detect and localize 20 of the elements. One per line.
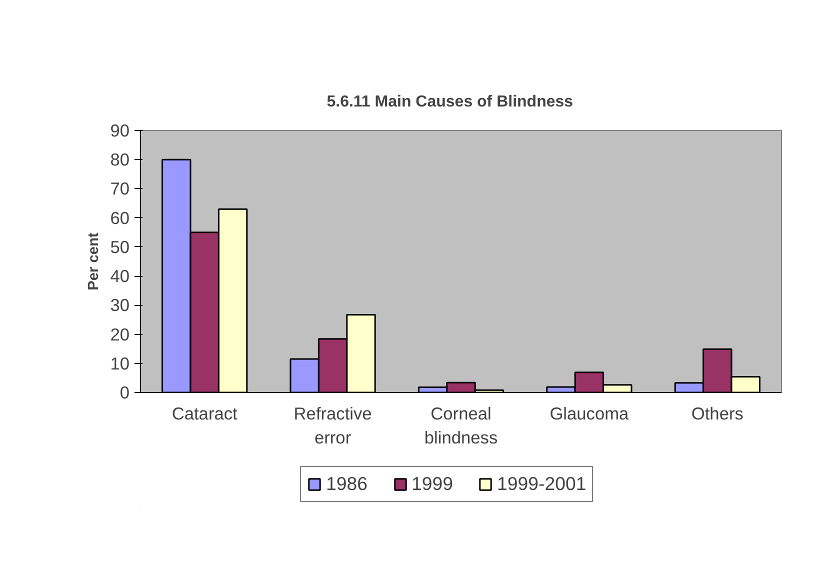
y-tick-label: 60 bbox=[110, 208, 130, 228]
y-tick-label: 80 bbox=[110, 150, 130, 170]
y-tick-label: 20 bbox=[110, 324, 130, 344]
x-tick-label: Corneal blindness bbox=[424, 404, 498, 448]
x-tick-label: Glaucoma bbox=[550, 404, 630, 424]
y-axis-title: Per cent bbox=[86, 232, 102, 290]
y-tick-label: 0 bbox=[120, 382, 130, 402]
y-tick-label: 70 bbox=[110, 178, 130, 199]
y-tick-label: 30 bbox=[110, 295, 130, 316]
y-tick-label: 50 bbox=[110, 236, 130, 257]
x-tick-label: Refractive error bbox=[294, 404, 372, 448]
legend-label: 1986 bbox=[326, 473, 368, 495]
x-tick-label: Others bbox=[691, 404, 744, 424]
y-tick-label: 90 bbox=[110, 120, 130, 140]
legend-label: 1999-2001 bbox=[497, 473, 586, 495]
x-tick-label: Cataract bbox=[172, 404, 238, 424]
y-tick-label: 10 bbox=[110, 353, 130, 374]
legend-label: 1999 bbox=[412, 473, 454, 495]
chart-title: 5.6.11 Main Causes of Blindness bbox=[326, 94, 574, 110]
y-tick-label: 40 bbox=[110, 266, 130, 286]
